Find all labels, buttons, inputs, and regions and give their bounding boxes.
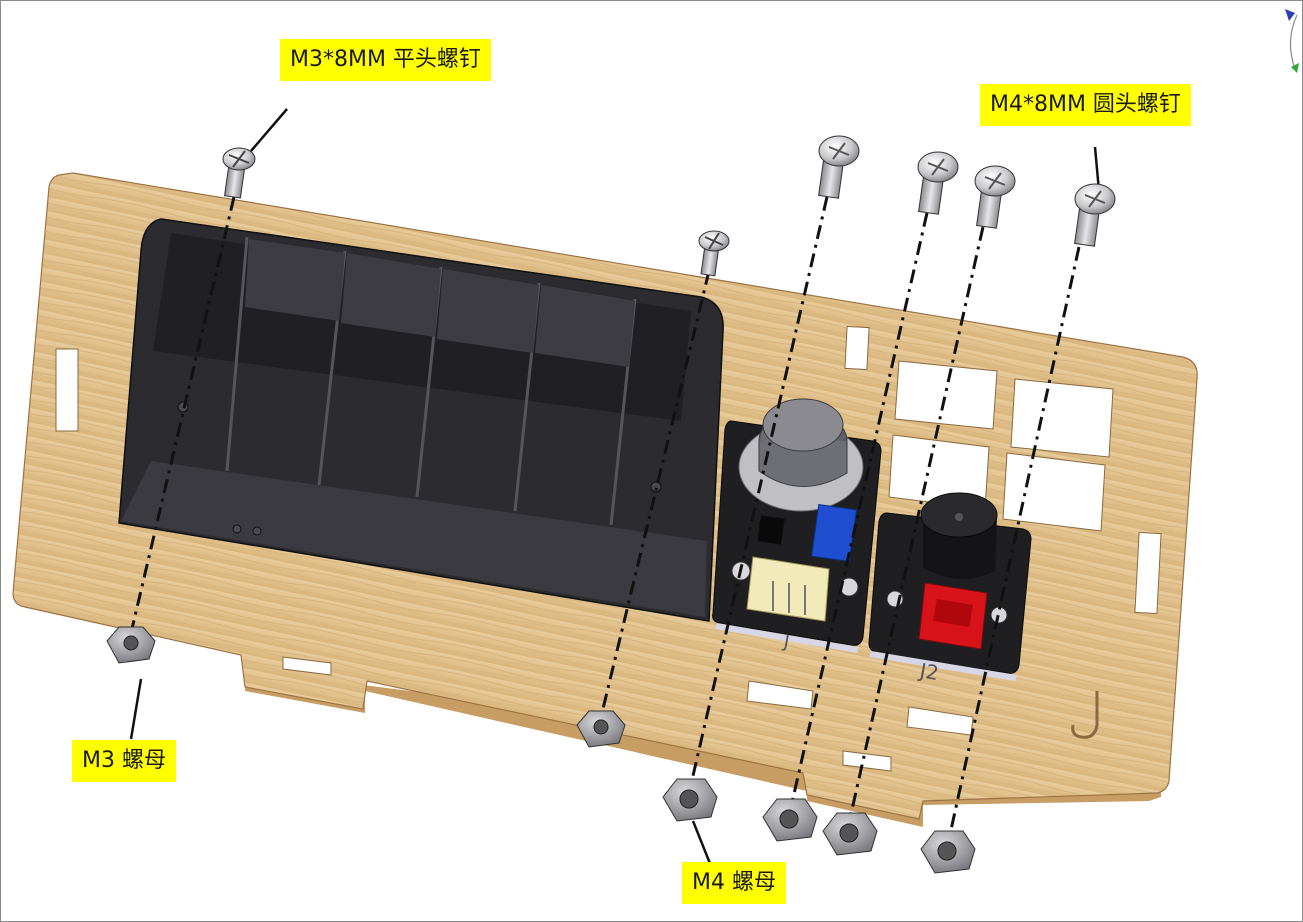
- m4-round-screw-3: [974, 165, 1016, 229]
- battery-box: [118, 218, 724, 622]
- m3-flat-screw-1: [222, 147, 256, 199]
- m4-round-screw-2: [917, 151, 959, 215]
- m4-nut-4: [920, 830, 976, 874]
- buzzer-module: J2: [868, 492, 1032, 685]
- assembly-axis-lines: [129, 196, 1081, 840]
- m4-round-screw-4: [1074, 183, 1116, 247]
- m3-nut-1: [106, 626, 156, 664]
- m4-nut-1: [662, 778, 718, 822]
- m3-nut-2: [576, 710, 626, 748]
- m3-flat-screw-label: M3*8MM 平头螺钉: [280, 39, 491, 81]
- m3-nut-label: M3 螺母: [72, 740, 176, 782]
- m4-round-screw-1: [818, 135, 860, 199]
- sensor-port-mark: J: [781, 631, 791, 653]
- m4-nut-2: [762, 798, 818, 842]
- m4-nut-label: M4 螺母: [682, 862, 786, 904]
- axis-triad-icon[interactable]: [1283, 7, 1301, 77]
- m3-flat-screw-2: [698, 230, 730, 277]
- gas-sensor-module: J: [712, 398, 882, 653]
- m4-nut-3: [822, 812, 878, 856]
- m4-round-screw-label: M4*8MM 圆头螺钉: [980, 84, 1191, 126]
